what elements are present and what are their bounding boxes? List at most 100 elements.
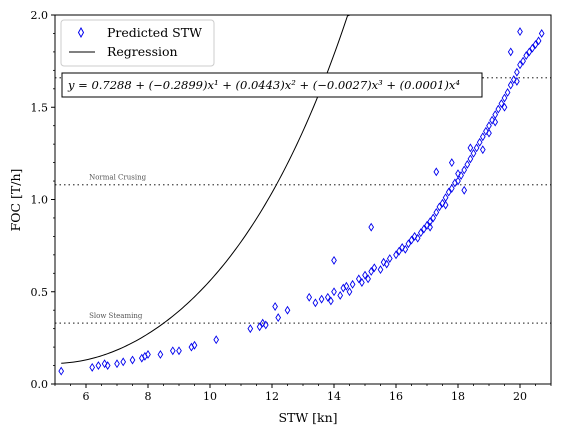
scatter-point: [514, 67, 520, 77]
scatter-point: [411, 231, 418, 241]
scatter-point: [129, 355, 136, 365]
scatter-point: [169, 346, 176, 356]
scatter-point: [368, 267, 375, 276]
x-tick-label: 16: [389, 390, 403, 403]
scatter-point: [467, 143, 474, 153]
scatter-point: [467, 154, 474, 164]
scatter-point: [535, 36, 542, 46]
y-tick-label: 1.0: [31, 194, 49, 207]
scatter-point: [532, 40, 539, 49]
scatter-point: [498, 99, 505, 108]
scatter-point: [349, 279, 356, 289]
scatter-point: [213, 335, 220, 345]
scatter-point: [145, 350, 151, 359]
reference-line-label: Normal Crusing: [89, 174, 147, 182]
legend-line-label: Regression: [107, 44, 178, 59]
scatter-point: [523, 51, 530, 61]
scatter-point: [318, 294, 325, 304]
scatter-point: [479, 132, 486, 142]
scatter-point: [476, 137, 483, 147]
scatter-point: [275, 313, 282, 323]
scatter-point: [430, 213, 437, 223]
scatter-point: [424, 220, 430, 230]
y-axis-ticks: 0.0 0.5 1.0 1.5 2.0: [31, 9, 55, 391]
scatter-point: [328, 296, 334, 306]
scatter-point: [470, 148, 477, 158]
y-tick-label: 2.0: [31, 9, 49, 22]
scatter-point: [495, 104, 502, 114]
scatter-point: [417, 228, 424, 238]
reference-line-label: Slow Steaming: [89, 312, 143, 320]
scatter-point: [458, 171, 464, 180]
legend-diamond-icon: [77, 26, 85, 39]
x-axis-label: STW [kn]: [278, 410, 337, 425]
scatter-point: [520, 56, 526, 66]
scatter-point: [473, 143, 480, 153]
scatter-point: [368, 222, 375, 232]
reference-lines: Slow Steaming Normal Crusing: [55, 77, 551, 324]
scatter-point: [346, 287, 353, 297]
scatter-point: [272, 302, 278, 311]
scatter-point: [448, 158, 455, 168]
scatter-point: [514, 76, 520, 86]
scatter-point: [501, 102, 508, 112]
scatter-point: [259, 318, 266, 328]
scatter-point: [507, 80, 514, 90]
legend: Predicted STW Regression: [60, 19, 215, 67]
legend-scatter-label: Predicted STW: [107, 25, 202, 40]
x-tick-label: 14: [327, 390, 341, 403]
equation-box: y = 0.7288 + (−0.2899)x¹ + (0.0443)x² + …: [61, 72, 483, 98]
x-tick-label: 12: [265, 390, 279, 403]
x-tick-label: 18: [451, 390, 465, 403]
y-tick-label: 0.5: [31, 286, 49, 299]
regression-line: [61, 14, 547, 364]
scatter-point: [306, 292, 313, 302]
x-axis-ticks: 6 8 10 12 14 16 18 20: [54, 384, 552, 403]
scatter-point: [176, 346, 182, 356]
scatter-point: [489, 115, 495, 125]
scatter-point: [402, 244, 409, 254]
scatter-point: [380, 257, 387, 267]
scatter-point: [396, 246, 402, 256]
scatter-point: [483, 126, 489, 136]
scatter-point: [359, 278, 365, 287]
scatter-point: [517, 60, 523, 70]
scatter-point: [501, 93, 508, 103]
scatter-point: [157, 350, 164, 359]
scatter-point: [538, 29, 545, 38]
scatter-point: [191, 340, 198, 350]
scatter-point: [445, 187, 452, 197]
scatter-point: [337, 291, 344, 300]
scatter-point: [455, 176, 461, 186]
scatter-point: [89, 362, 96, 372]
scatter-point: [343, 281, 350, 291]
scatter-point: [507, 47, 514, 57]
y-axis-label: FOC [T/h]: [8, 169, 23, 232]
scatter-points: [58, 27, 545, 376]
scatter-point: [331, 255, 337, 265]
scatter-point: [371, 263, 378, 273]
scatter-point: [377, 265, 384, 275]
x-tick-label: 20: [513, 390, 527, 403]
regression-equation: y = 0.7288 + (−0.2899)x¹ + (0.0443)x² + …: [67, 78, 460, 92]
scatter-point: [312, 298, 319, 308]
scatter-point: [405, 239, 412, 249]
scatter-point: [256, 322, 263, 332]
scatter-point: [114, 359, 120, 369]
scatter-point: [362, 270, 368, 280]
scatter-point: [365, 274, 371, 284]
scatter-point: [504, 88, 511, 97]
x-tick-label: 6: [83, 390, 90, 403]
scatter-point: [436, 202, 443, 212]
scatter-point: [95, 361, 102, 370]
scatter-point: [120, 357, 127, 367]
y-tick-label: 0.0: [31, 378, 49, 391]
scatter-point: [510, 75, 517, 85]
scatter-point: [433, 167, 440, 177]
scatter-point: [427, 217, 433, 227]
y-tick-label: 1.5: [31, 101, 49, 114]
scatter-point: [386, 254, 393, 263]
scatter-point: [104, 361, 111, 370]
scatter-point: [355, 274, 362, 284]
scatter-point: [464, 160, 471, 169]
